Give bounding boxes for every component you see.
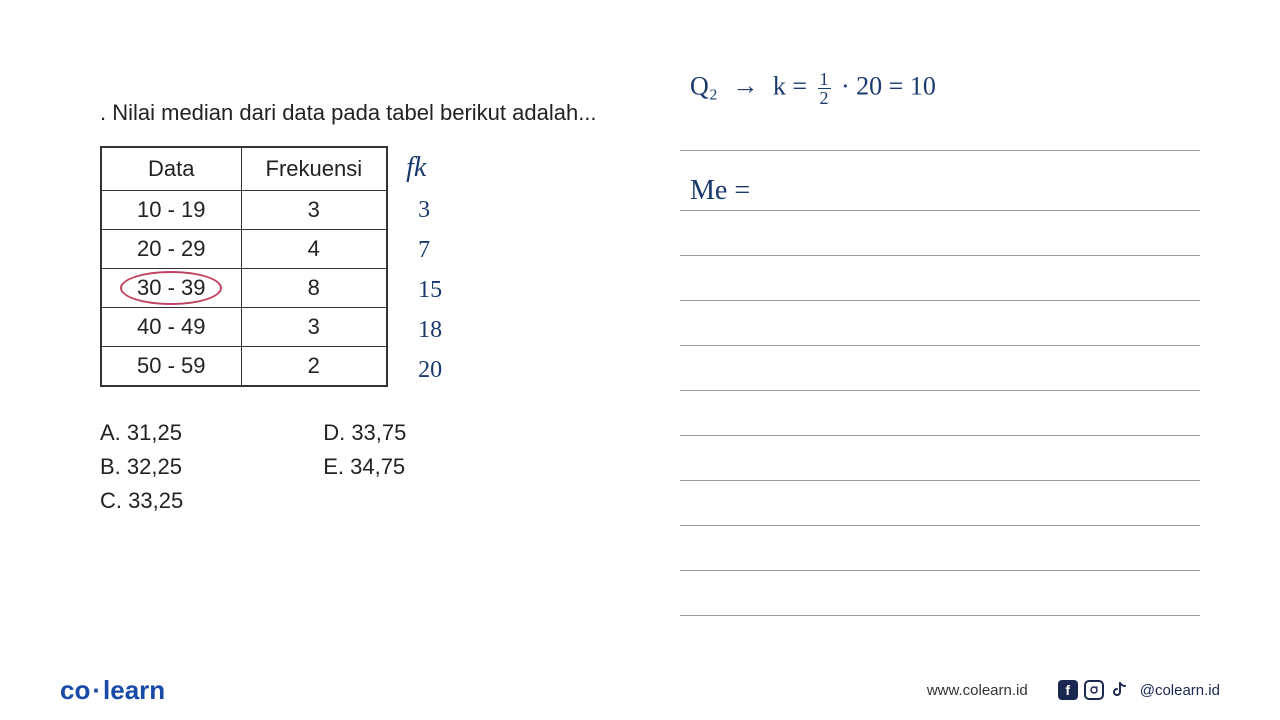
table-cell-freq: 3 <box>241 308 387 347</box>
instagram-icon <box>1084 680 1104 700</box>
facebook-icon: f <box>1058 680 1078 700</box>
table-cell-freq: 8 <box>241 269 387 308</box>
handwriting-line2: Me = <box>690 175 750 207</box>
option-b: B. 32,25 <box>100 454 183 480</box>
table-cell-range: 20 - 29 <box>101 230 241 269</box>
footer-right: www.colearn.id f @colearn.id <box>927 680 1220 700</box>
work-panel: Q₂ → k = 1 2 · 20 = 10 Me = <box>640 40 1220 640</box>
options-column-1: A. 31,25 B. 32,25 C. 33,25 <box>100 420 183 514</box>
logo: co·learn <box>60 675 165 706</box>
ruled-line <box>680 480 1200 481</box>
fraction: 1 2 <box>818 70 831 107</box>
social-handle: @colearn.id <box>1140 682 1220 699</box>
table-cell-range: 10 - 19 <box>101 191 241 230</box>
question-text: . Nilai median dari data pada tabel beri… <box>100 100 640 126</box>
table-row: 50 - 59 2 <box>101 347 387 387</box>
table-cell-range-circled: 30 - 39 <box>101 269 241 308</box>
footer: co·learn www.colearn.id f @colearn.id <box>0 660 1280 720</box>
fk-column: fk 3 7 15 18 20 <box>406 146 442 390</box>
main-content: . Nilai median dari data pada tabel beri… <box>0 0 1280 640</box>
table-row: 10 - 19 3 <box>101 191 387 230</box>
table-row: 20 - 29 4 <box>101 230 387 269</box>
answer-options: A. 31,25 B. 32,25 C. 33,25 D. 33,75 E. 3… <box>100 420 640 514</box>
ruled-line <box>680 570 1200 571</box>
ruled-line <box>680 390 1200 391</box>
option-d: D. 33,75 <box>323 420 406 446</box>
ruled-line <box>680 150 1200 151</box>
fk-header: fk <box>406 146 442 190</box>
fk-value: 20 <box>406 350 442 390</box>
table-row: 30 - 39 8 <box>101 269 387 308</box>
question-panel: . Nilai median dari data pada tabel beri… <box>100 40 640 640</box>
tiktok-icon <box>1110 680 1130 700</box>
table-cell-range: 50 - 59 <box>101 347 241 387</box>
ruled-line <box>680 300 1200 301</box>
fk-value: 3 <box>406 190 442 230</box>
options-column-2: D. 33,75 E. 34,75 <box>323 420 406 514</box>
table-wrapper: Data Frekuensi 10 - 19 3 20 - 29 4 30 - … <box>100 146 640 390</box>
social-icons: f @colearn.id <box>1058 680 1220 700</box>
table-header-data: Data <box>101 147 241 191</box>
frequency-table: Data Frekuensi 10 - 19 3 20 - 29 4 30 - … <box>100 146 388 387</box>
table-cell-freq: 4 <box>241 230 387 269</box>
ruled-line <box>680 255 1200 256</box>
fk-value: 18 <box>406 310 442 350</box>
ruled-line <box>680 435 1200 436</box>
fk-value: 7 <box>406 230 442 270</box>
table-cell-range: 40 - 49 <box>101 308 241 347</box>
footer-url: www.colearn.id <box>927 682 1028 699</box>
table-cell-freq: 3 <box>241 191 387 230</box>
option-a: A. 31,25 <box>100 420 183 446</box>
ruled-line <box>680 525 1200 526</box>
ruled-paper: Q₂ → k = 1 2 · 20 = 10 Me = <box>680 50 1220 630</box>
table-row: 40 - 49 3 <box>101 308 387 347</box>
option-c: C. 33,25 <box>100 488 183 514</box>
fk-value: 15 <box>406 270 442 310</box>
table-cell-freq: 2 <box>241 347 387 387</box>
ruled-line <box>680 345 1200 346</box>
ruled-line <box>680 615 1200 616</box>
handwriting-line1: Q₂ → k = 1 2 · 20 = 10 <box>690 70 936 107</box>
ruled-line <box>680 210 1200 211</box>
table-header-freq: Frekuensi <box>241 147 387 191</box>
option-e: E. 34,75 <box>323 454 406 480</box>
